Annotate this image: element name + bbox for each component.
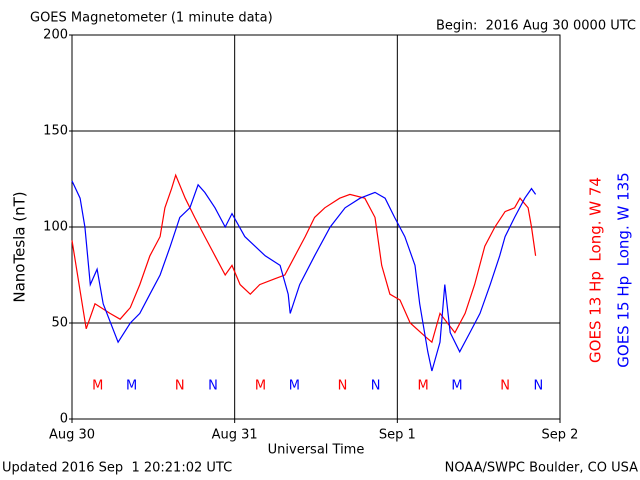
x-tick-label: Aug 30 — [49, 428, 95, 443]
y-tick-label: 50 — [51, 316, 68, 331]
day-marker: N — [175, 379, 185, 394]
footer-right: NOAA/SWPC Boulder, CO USA — [445, 461, 638, 476]
chart-title: GOES Magnetometer (1 minute data) — [30, 11, 273, 26]
series-line — [71, 180, 537, 372]
day-marker: M — [126, 379, 137, 394]
legend-label: GOES 15 Hp Long. W 135 — [615, 172, 633, 367]
day-marker: M — [255, 379, 266, 394]
y-tick-label: 200 — [43, 28, 68, 43]
day-marker: N — [533, 379, 543, 394]
day-marker: N — [500, 379, 510, 394]
x-axis-label: Universal Time — [268, 443, 365, 458]
chart-subtitle: Begin: 2016 Aug 30 0000 UTC — [436, 19, 636, 34]
y-axis-label: NanoTesla (nT) — [11, 191, 29, 302]
day-marker: M — [92, 379, 103, 394]
footer-left: Updated 2016 Sep 1 20:21:02 UTC — [2, 461, 232, 476]
series-line — [71, 173, 537, 344]
day-marker: N — [371, 379, 381, 394]
plot-frame — [71, 34, 561, 420]
day-marker: M — [417, 379, 428, 394]
x-tick-label: Aug 31 — [212, 428, 258, 443]
y-tick-label: 100 — [43, 220, 68, 235]
y-tick-label: 0 — [60, 412, 68, 427]
x-tick-label: Sep 1 — [379, 428, 416, 443]
day-marker: M — [451, 379, 462, 394]
y-tick-label: 150 — [43, 124, 68, 139]
legend-label: GOES 13 Hp Long. W 74 — [587, 177, 605, 363]
day-marker: N — [338, 379, 348, 394]
day-marker: M — [289, 379, 300, 394]
x-tick-label: Sep 2 — [542, 428, 579, 443]
day-marker: N — [208, 379, 218, 394]
